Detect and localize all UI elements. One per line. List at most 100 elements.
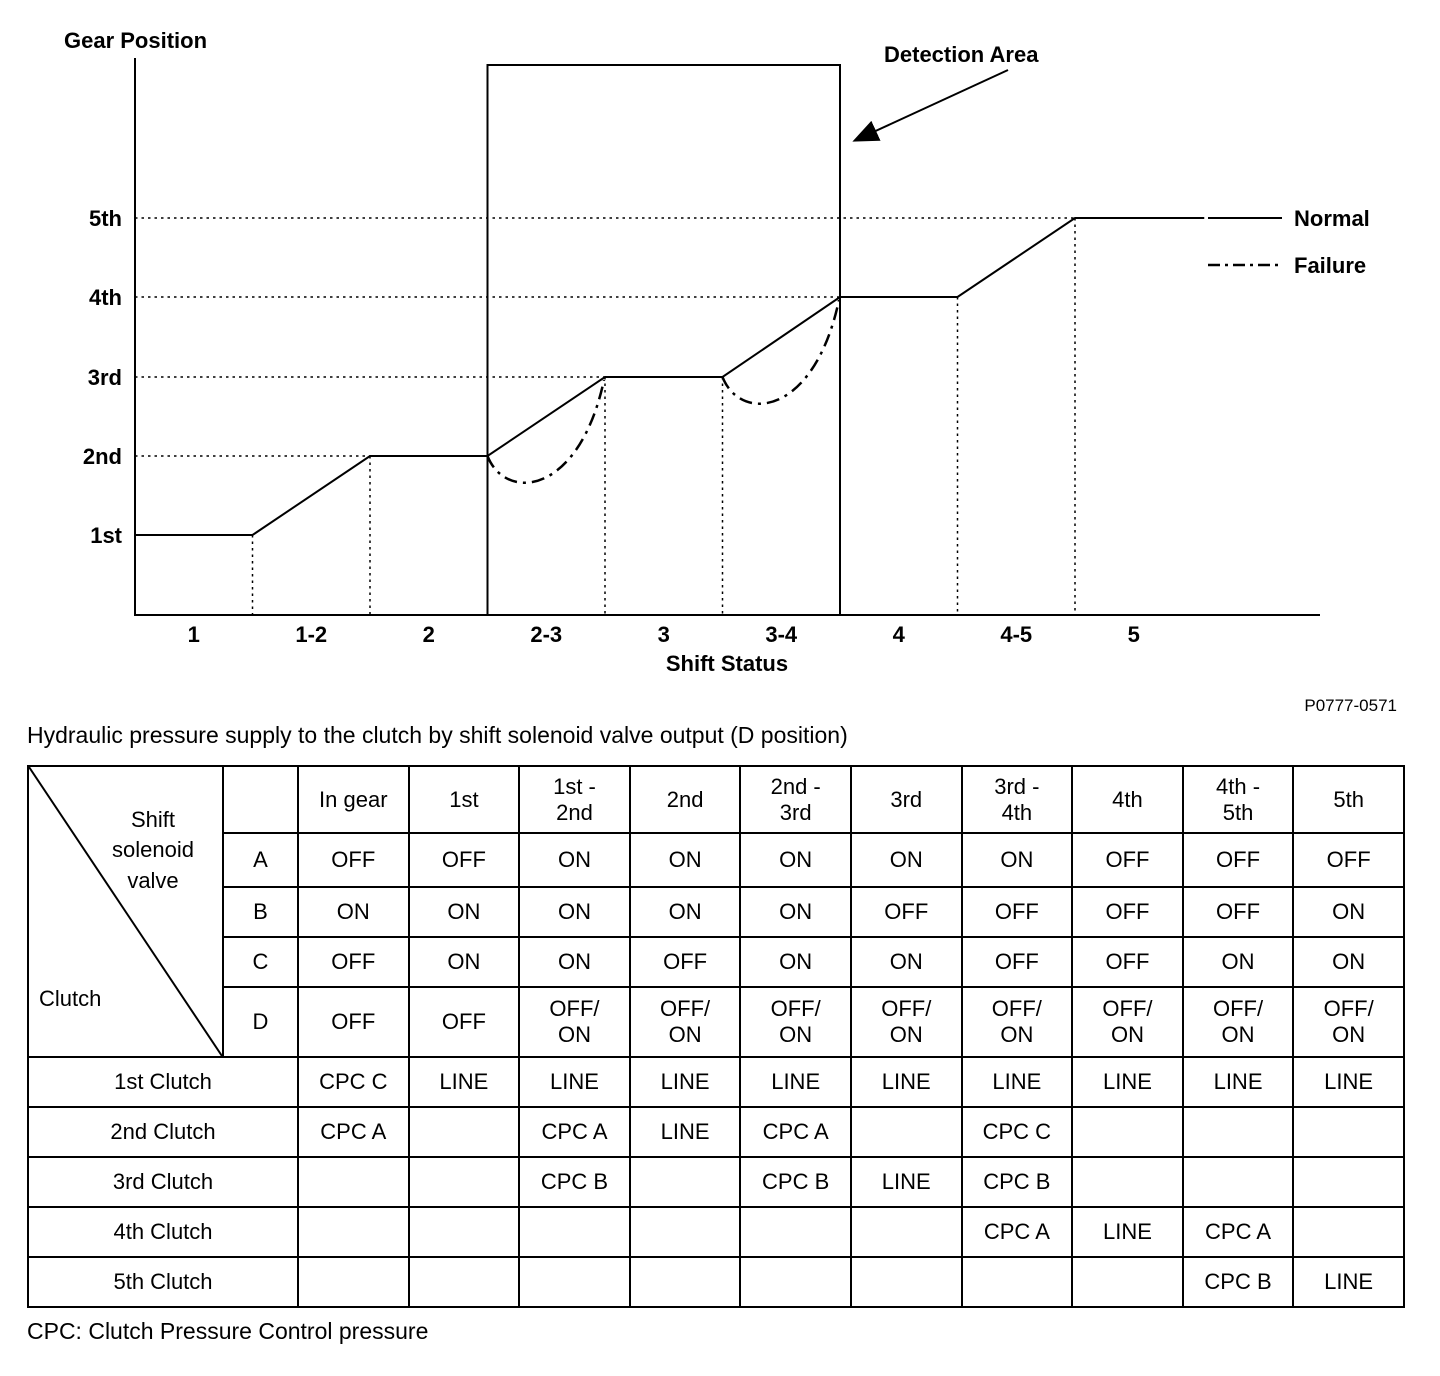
solenoid-state-cell: ON: [849, 832, 963, 888]
solenoid-state-cell: ON: [628, 832, 742, 888]
solenoid-state-cell: OFF/ ON: [518, 986, 631, 1058]
solenoid-state-cell: OFF/ ON: [849, 986, 963, 1058]
clutch-row: 2nd Clutch CPC A CPC A LINE CPC A CPC C: [27, 1106, 1405, 1158]
solenoid-state-cell: ON: [960, 832, 1074, 888]
clutch-label: 5th Clutch: [27, 1256, 299, 1308]
table-wrap: Shift solenoid valve Clutch In gear 1st 1st …: [27, 765, 1405, 1308]
solenoid-state-cell: ON: [518, 832, 631, 888]
solenoid-state-cell: ON: [407, 886, 521, 938]
solenoid-state-cell: ON: [1181, 936, 1295, 988]
solenoid-row-C: C OFF ON ON OFF ON ON OFF OFF ON ON: [28, 936, 1405, 988]
clutch-pressure-cell: LINE: [407, 1056, 521, 1108]
x-tick-label: 2-3: [530, 622, 562, 647]
clutch-pressure-cell: [407, 1106, 521, 1158]
column-header: 5th: [1292, 765, 1405, 834]
y-axis-title: Gear Position: [64, 28, 207, 53]
header-row: Shift solenoid valve Clutch In gear 1st 1st …: [27, 765, 1405, 1058]
solenoid-state-cell: ON: [739, 936, 852, 988]
clutch-pressure-cell: LINE: [849, 1156, 963, 1208]
clutch-pressure-cell: [1071, 1106, 1184, 1158]
solenoid-state-cell: OFF/ ON: [628, 986, 742, 1058]
clutch-pressure-cell: LINE: [518, 1056, 631, 1108]
solenoid-row-D: D OFF OFF OFF/ ON OFF/ ON OFF/ ON OFF/ ON OFF/ …: [28, 986, 1405, 1058]
clutch-label: 3rd Clutch: [27, 1156, 299, 1208]
clutch-pressure-cell: CPC A: [739, 1106, 852, 1158]
solenoid-state-cell: ON: [518, 886, 631, 938]
solenoid-state-cell: OFF: [628, 936, 742, 988]
clutch-pressure-cell: [407, 1156, 521, 1208]
clutch-pressure-cell: [1071, 1156, 1184, 1208]
clutch-pressure-cell: CPC B: [960, 1156, 1074, 1208]
clutch-pressure-cell: [739, 1206, 852, 1258]
clutch-pressure-cell: CPC B: [518, 1156, 631, 1208]
solenoid-state-cell: OFF/ ON: [1181, 986, 1295, 1058]
clutch-pressure-cell: LINE: [739, 1056, 852, 1108]
x-tick-label: 3: [658, 622, 670, 647]
detection-area-label: Detection Area: [884, 42, 1039, 67]
legend-normal-label: Normal: [1294, 206, 1370, 231]
legend-failure-label: Failure: [1294, 253, 1366, 278]
solenoid-state-cell: ON: [628, 886, 742, 938]
solenoid-state-cell: OFF/ ON: [1071, 986, 1184, 1058]
solenoid-state-cell: OFF: [960, 936, 1074, 988]
solenoid-state-cell: ON: [1292, 886, 1405, 938]
clutch-pressure-cell: LINE: [1292, 1056, 1405, 1108]
clutch-pressure-cell: [1292, 1206, 1405, 1258]
column-header: 3rd: [849, 765, 963, 834]
clutch-pressure-cell: [849, 1106, 963, 1158]
solenoid-state-cell: OFF: [1181, 832, 1295, 888]
clutch-row: 1st Clutch CPC C LINE LINE LINE LINE LINE LINE L…: [27, 1056, 1405, 1108]
clutch-pressure-cell: [628, 1206, 742, 1258]
x-tick-label: 5: [1128, 622, 1140, 647]
clutch-pressure-cell: CPC A: [960, 1206, 1074, 1258]
x-tick-label: 1: [188, 622, 200, 647]
solenoid-state-cell: ON: [407, 936, 521, 988]
solenoid-row-B: B ON ON ON ON ON OFF OFF OFF OFF ON: [28, 886, 1405, 938]
solenoid-state-cell: OFF: [407, 832, 521, 888]
detection-area-arrow: [852, 69, 1009, 142]
failure-curve: [721, 299, 841, 405]
solenoid-state-cell: ON: [297, 886, 410, 938]
clutch-pressure-cell: [1292, 1106, 1405, 1158]
y-tick-label: 5th: [89, 206, 122, 231]
x-tick-label: 4: [893, 622, 906, 647]
clutch-pressure-cell: CPC C: [297, 1056, 410, 1108]
clutch-pressure-cell: LINE: [1071, 1206, 1184, 1258]
clutch-pressure-cell: [849, 1206, 963, 1258]
solenoid-state-cell: OFF: [407, 986, 521, 1058]
clutch-pressure-cell: [1292, 1156, 1405, 1208]
clutch-label: 2nd Clutch: [27, 1106, 299, 1158]
clutch-pressure-cell: CPC B: [739, 1156, 852, 1208]
clutch-row: 5th Clutch CPC B LINE: [27, 1256, 1405, 1308]
clutch-pressure-cell: CPC A: [1181, 1206, 1295, 1258]
clutch-pressure-cell: LINE: [628, 1056, 742, 1108]
x-tick-label: 2: [423, 622, 435, 647]
solenoid-state-cell: OFF: [297, 936, 410, 988]
solenoid-state-cell: OFF: [849, 886, 963, 938]
detection-area-rect: [486, 64, 841, 616]
solenoid-state-cell: OFF: [1181, 886, 1295, 938]
solenoid-state-cell: ON: [518, 936, 631, 988]
column-header: 2nd - 3rd: [739, 765, 852, 834]
gear-position-chart: Gear Position 1st 2nd 3rd 4th 5th 1 1-2 2 2-3 3 3-4…: [64, 28, 1370, 676]
failure-curve: [486, 379, 606, 485]
clutch-pressure-cell: [739, 1256, 852, 1308]
x-tick-label: 1-2: [295, 622, 327, 647]
clutch-pressure-cell: LINE: [1071, 1056, 1184, 1108]
x-tick-label: 4-5: [1000, 622, 1032, 647]
clutch-pressure-cell: [1181, 1156, 1295, 1208]
solenoid-state-cell: OFF/ ON: [1292, 986, 1405, 1058]
table-caption: Hydraulic pressure supply to the clutch …: [27, 722, 848, 748]
blank-header-cell: [222, 765, 299, 834]
clutch-label: 1st Clutch: [27, 1056, 299, 1108]
column-header: 1st - 2nd: [518, 765, 631, 834]
clutch-pressure-cell: [297, 1156, 410, 1208]
solenoid-state-cell: ON: [849, 936, 963, 988]
clutch-pressure-cell: [1181, 1106, 1295, 1158]
clutch-pressure-cell: [1071, 1256, 1184, 1308]
y-tick-label: 1st: [90, 523, 122, 548]
solenoid-valve-label: B: [222, 886, 299, 938]
solenoid-state-cell: OFF: [297, 832, 410, 888]
clutch-label: 4th Clutch: [27, 1206, 299, 1258]
clutch-pressure-cell: [297, 1256, 410, 1308]
